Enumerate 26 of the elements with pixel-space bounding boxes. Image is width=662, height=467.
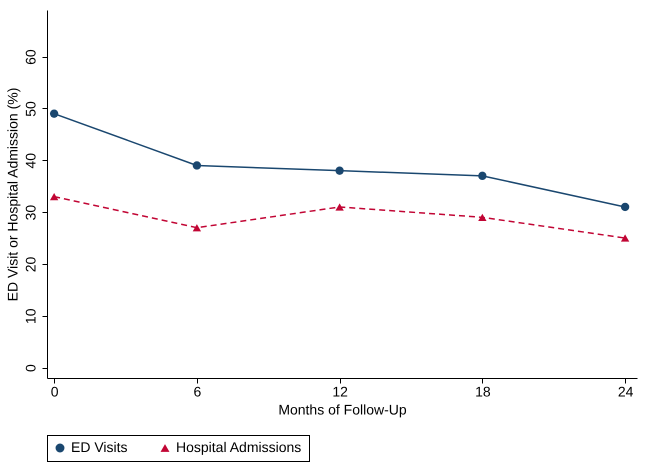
- point: [50, 192, 58, 200]
- point: [192, 161, 202, 170]
- point: [478, 172, 487, 180]
- y-tick-label: 30: [22, 204, 38, 220]
- y-tick-label: 60: [22, 49, 38, 65]
- x-tick-label: 24: [618, 384, 634, 400]
- point: [192, 224, 202, 232]
- x-tick-label: 18: [475, 384, 491, 400]
- y-tick-label: 0: [22, 364, 38, 372]
- y-tick-label: 10: [22, 308, 38, 324]
- point: [335, 203, 344, 211]
- y-tick-label: 50: [22, 100, 38, 117]
- x-tick-label: 6: [193, 384, 202, 400]
- legend-label: ED Visits: [71, 439, 128, 455]
- x-tick-label: 0: [50, 384, 59, 400]
- point: [335, 166, 344, 175]
- y-tick-label: 40: [22, 152, 38, 169]
- point: [620, 234, 630, 242]
- legend-label: Hospital Admissions: [176, 439, 302, 455]
- y-tick-label: 20: [22, 256, 38, 272]
- y-axis-title: ED Visit or Hospital Admission (%): [4, 88, 20, 302]
- point: [620, 202, 630, 212]
- x-axis-title: Months of Follow-Up: [278, 402, 407, 418]
- point: [50, 109, 58, 118]
- point: [478, 214, 487, 221]
- x-tick-label: 12: [332, 384, 348, 400]
